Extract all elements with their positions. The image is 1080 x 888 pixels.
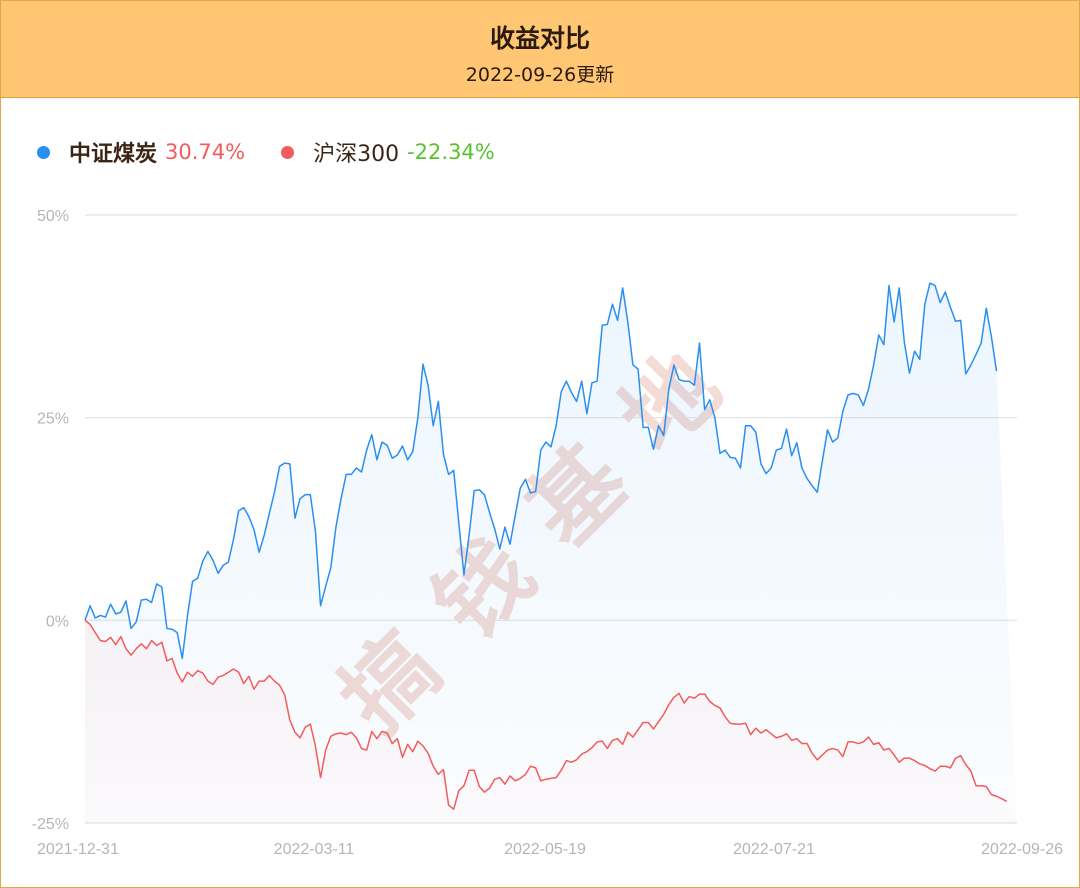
y-tick-label: 0% bbox=[46, 613, 69, 630]
series-line-coal bbox=[84, 282, 998, 660]
chart-title: 收益对比 bbox=[489, 24, 590, 53]
chart-header: 收益对比 2022-09-26更新 bbox=[1, 1, 1079, 98]
y-tick-label: -25% bbox=[32, 816, 69, 833]
series-line-csi300 bbox=[84, 619, 1008, 810]
x-axis-ticks: 2021-12-31 2022-03-11 2022-05-19 2022-07-21… bbox=[37, 841, 1063, 858]
x-tick-label: 2022-05-19 bbox=[504, 841, 586, 858]
legend-dot-csi300 bbox=[281, 145, 295, 159]
legend-name-csi300: 沪深300 bbox=[313, 142, 400, 167]
x-tick-label: 2022-09-26 bbox=[981, 841, 1063, 858]
legend-value-csi300: -22.34% bbox=[407, 140, 495, 164]
update-date: 2022-09-26更新 bbox=[465, 64, 615, 86]
series-area-coal bbox=[85, 283, 1017, 824]
x-tick-label: 2022-07-21 bbox=[733, 841, 815, 858]
legend: 中证煤炭 30.74% 沪深300 -22.34% bbox=[37, 137, 531, 167]
x-tick-label: 2022-03-11 bbox=[274, 841, 355, 858]
y-tick-label: 25% bbox=[37, 411, 69, 428]
y-tick-label: 50% bbox=[37, 208, 69, 225]
x-tick-label: 2021-12-31 bbox=[37, 841, 119, 858]
legend-name-coal: 中证煤炭 bbox=[69, 142, 158, 167]
legend-item-coal[interactable]: 中证煤炭 30.74% bbox=[37, 136, 245, 168]
legend-dot-coal bbox=[37, 145, 50, 159]
series-layer bbox=[84, 282, 1017, 824]
y-axis-ticks: 50% 25% 0% -25% bbox=[32, 208, 69, 833]
legend-item-csi300[interactable]: 沪深300 -22.34% bbox=[281, 136, 495, 168]
legend-value-coal: 30.74% bbox=[165, 140, 246, 164]
series-area-csi300 bbox=[85, 620, 1017, 823]
